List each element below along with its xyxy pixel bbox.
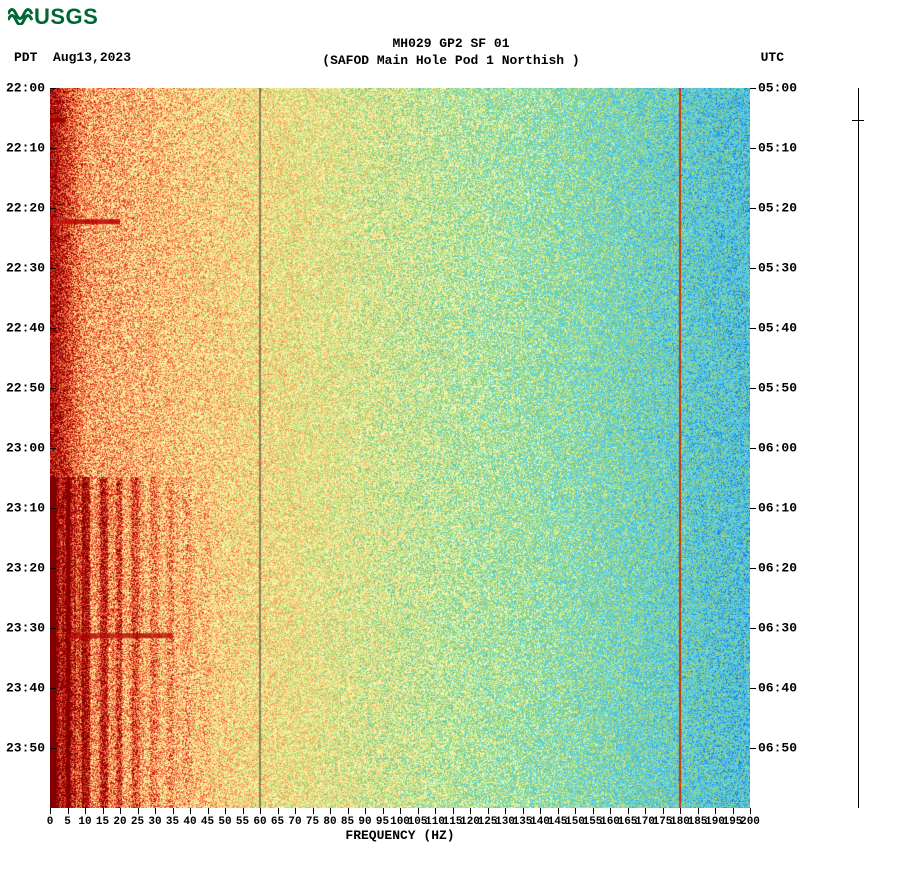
x-tick: 10 — [78, 816, 91, 828]
right-tick: 06:50 — [758, 741, 808, 756]
left-tick: 22:20 — [6, 201, 50, 216]
x-tick: 75 — [306, 816, 319, 828]
usgs-wave-icon — [8, 5, 34, 31]
right-tick: 06:10 — [758, 500, 808, 515]
right-tick: 05:30 — [758, 261, 808, 276]
left-tick: 23:20 — [6, 561, 50, 576]
left-tick: 22:00 — [6, 81, 50, 96]
x-tick: 70 — [288, 816, 301, 828]
right-time-axis: 05:0005:1005:2005:3005:4005:5006:0006:10… — [758, 88, 808, 808]
x-tick: 85 — [341, 816, 354, 828]
spectrogram-canvas — [50, 88, 750, 808]
x-tick: 90 — [358, 816, 371, 828]
pdt-date-label: PDT Aug13,2023 — [14, 50, 131, 65]
right-tick: 05:40 — [758, 320, 808, 335]
x-tick: 95 — [376, 816, 389, 828]
right-tick: 05:00 — [758, 81, 808, 96]
pdt-label: PDT — [14, 50, 37, 65]
x-tick: 45 — [201, 816, 214, 828]
left-time-axis: 22:0022:1022:2022:3022:4022:5023:0023:10… — [6, 88, 50, 808]
frequency-axis-label: FREQUENCY (HZ) — [50, 828, 750, 843]
right-tick: 05:50 — [758, 381, 808, 396]
usgs-logo-text: USGS — [34, 4, 98, 29]
x-tick: 0 — [47, 816, 54, 828]
x-tick: 200 — [740, 816, 760, 828]
right-tick: 06:30 — [758, 621, 808, 636]
side-scale-tick — [852, 120, 864, 121]
left-tick: 22:30 — [6, 261, 50, 276]
left-tick: 23:50 — [6, 741, 50, 756]
utc-label: UTC — [761, 50, 784, 65]
x-tick: 40 — [183, 816, 196, 828]
right-tick: 06:20 — [758, 561, 808, 576]
left-tick: 23:40 — [6, 680, 50, 695]
x-tick: 80 — [323, 816, 336, 828]
x-tick: 55 — [236, 816, 249, 828]
x-tick: 25 — [131, 816, 144, 828]
left-tick: 23:10 — [6, 500, 50, 515]
side-scale-bar — [858, 88, 859, 808]
spectrogram-plot — [50, 88, 750, 808]
x-tick: 20 — [113, 816, 126, 828]
right-tick: 05:10 — [758, 140, 808, 155]
left-tick: 22:40 — [6, 320, 50, 335]
x-tick: 30 — [148, 816, 161, 828]
date-label: Aug13,2023 — [53, 50, 131, 65]
left-tick: 22:50 — [6, 381, 50, 396]
right-tick: 05:20 — [758, 201, 808, 216]
x-tick: 35 — [166, 816, 179, 828]
x-tick: 65 — [271, 816, 284, 828]
right-tick: 06:40 — [758, 680, 808, 695]
x-tick: 60 — [253, 816, 266, 828]
x-tick: 5 — [64, 816, 71, 828]
x-tick: 15 — [96, 816, 109, 828]
right-tick: 06:00 — [758, 441, 808, 456]
x-tick: 50 — [218, 816, 231, 828]
left-tick: 23:30 — [6, 621, 50, 636]
left-tick: 22:10 — [6, 140, 50, 155]
left-tick: 23:00 — [6, 441, 50, 456]
usgs-logo: USGS — [8, 4, 98, 31]
